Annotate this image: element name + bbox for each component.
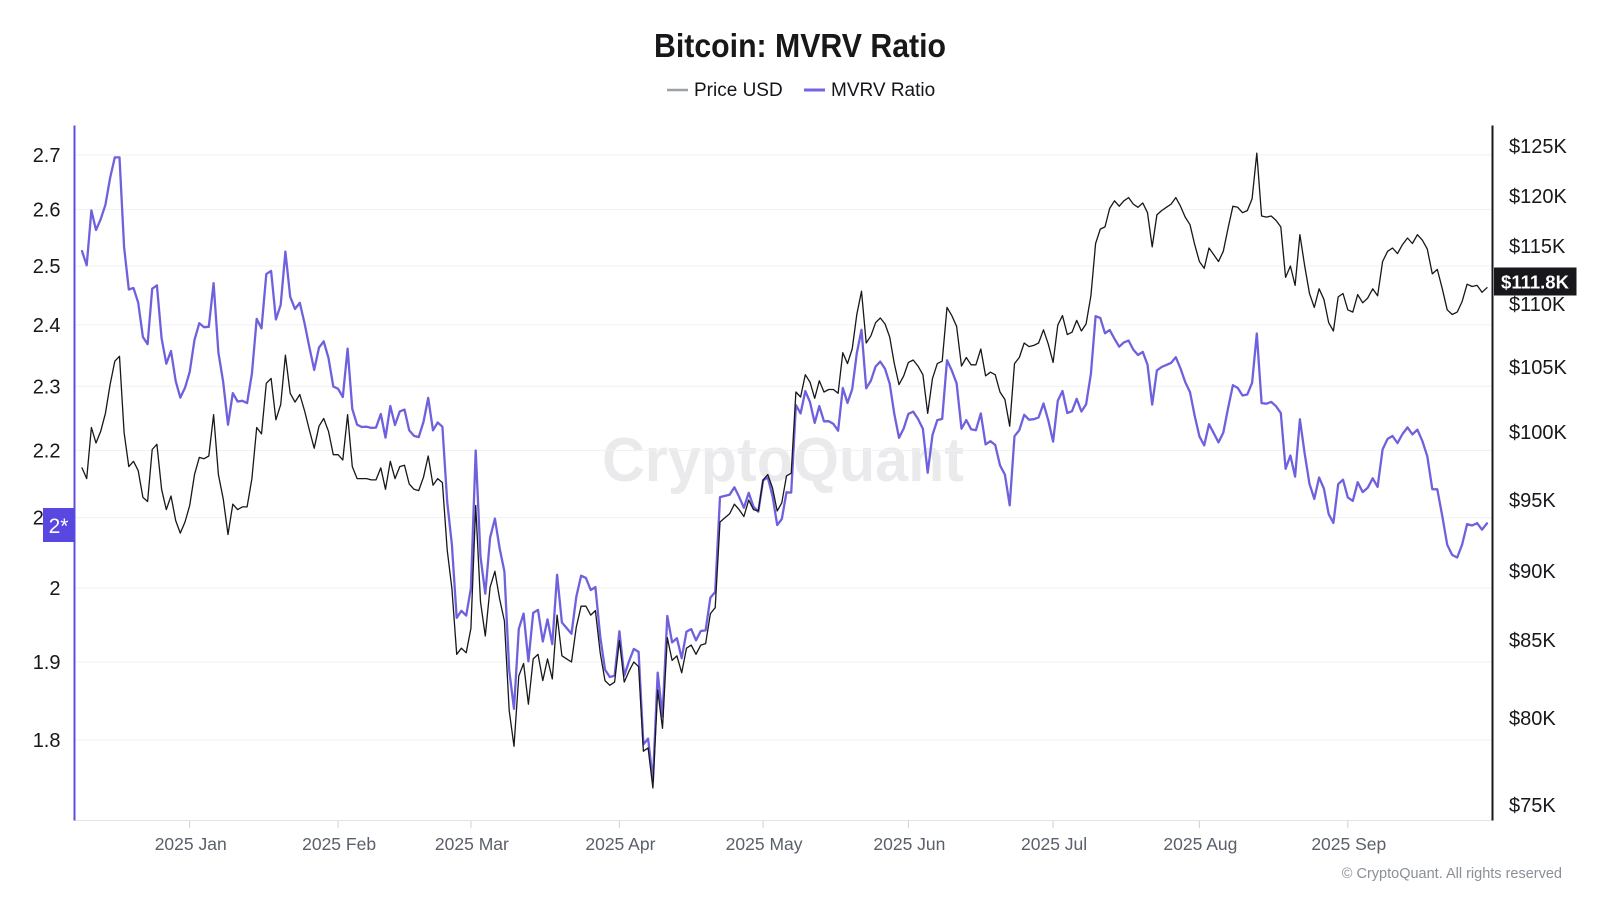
svg-text:$105K: $105K bbox=[1509, 357, 1567, 379]
svg-text:2025 Aug: 2025 Aug bbox=[1163, 834, 1237, 854]
svg-text:$110K: $110K bbox=[1509, 294, 1566, 316]
svg-text:$95K: $95K bbox=[1509, 490, 1556, 512]
svg-text:2025 Jan: 2025 Jan bbox=[155, 834, 227, 854]
svg-text:$80K: $80K bbox=[1509, 708, 1556, 730]
svg-text:2.4: 2.4 bbox=[33, 315, 61, 337]
svg-text:2025 Mar: 2025 Mar bbox=[435, 834, 509, 854]
svg-text:$115K: $115K bbox=[1509, 236, 1566, 258]
svg-text:MVRV Ratio: MVRV Ratio bbox=[831, 80, 935, 101]
svg-text:1.8: 1.8 bbox=[33, 730, 61, 752]
svg-text:Bitcoin: MVRV Ratio: Bitcoin: MVRV Ratio bbox=[654, 27, 946, 64]
svg-text:2025 Apr: 2025 Apr bbox=[585, 834, 655, 854]
svg-text:$100K: $100K bbox=[1509, 422, 1567, 444]
svg-text:1.9: 1.9 bbox=[33, 652, 61, 674]
svg-text:2.7: 2.7 bbox=[33, 145, 61, 167]
svg-text:CryptoQuant: CryptoQuant bbox=[602, 426, 964, 495]
svg-text:$85K: $85K bbox=[1509, 630, 1556, 652]
svg-text:$111.8K: $111.8K bbox=[1501, 272, 1570, 293]
svg-text:$120K: $120K bbox=[1509, 186, 1567, 208]
svg-text:2.3: 2.3 bbox=[33, 376, 61, 398]
svg-text:© CryptoQuant. All rights rese: © CryptoQuant. All rights reserved bbox=[1342, 866, 1562, 882]
svg-text:2: 2 bbox=[49, 578, 60, 600]
svg-text:2*: 2* bbox=[49, 515, 69, 538]
svg-text:Price USD: Price USD bbox=[694, 80, 783, 101]
svg-text:2025 Feb: 2025 Feb bbox=[302, 834, 376, 854]
svg-text:2025 Jun: 2025 Jun bbox=[873, 834, 945, 854]
svg-text:2.6: 2.6 bbox=[33, 199, 61, 221]
svg-text:2.5: 2.5 bbox=[33, 256, 61, 278]
svg-text:$90K: $90K bbox=[1509, 561, 1556, 583]
svg-text:2025 Jul: 2025 Jul bbox=[1021, 834, 1087, 854]
svg-text:$75K: $75K bbox=[1509, 795, 1556, 817]
svg-text:2025 Sep: 2025 Sep bbox=[1311, 834, 1386, 854]
svg-text:$125K: $125K bbox=[1509, 136, 1567, 158]
svg-text:2025 May: 2025 May bbox=[726, 834, 803, 854]
svg-text:2.2: 2.2 bbox=[33, 441, 61, 463]
